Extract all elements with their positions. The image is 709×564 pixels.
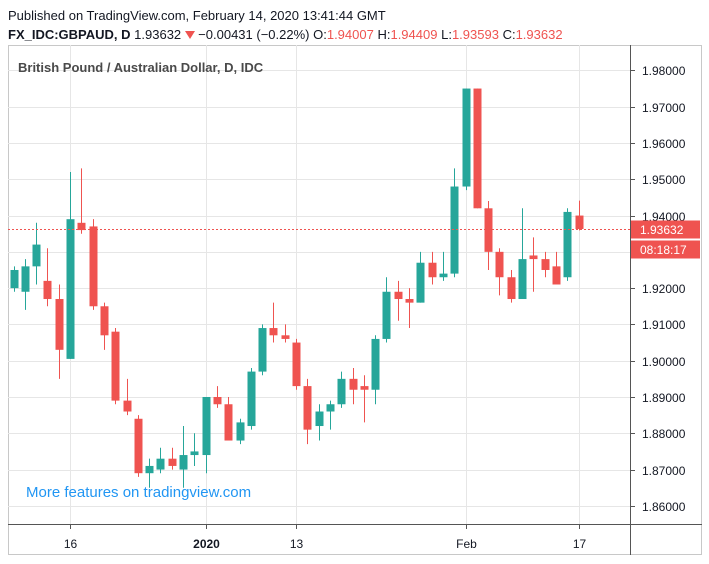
price-change: −0.00431 (−0.22%) (198, 27, 310, 42)
candle-body[interactable] (303, 386, 312, 430)
y-tick-label: 1.90000 (642, 355, 686, 369)
open-label: O: (313, 27, 327, 42)
y-tick-label: 1.98000 (642, 64, 686, 78)
published-line: Published on TradingView.com, February 1… (8, 8, 386, 23)
candle-body[interactable] (541, 259, 550, 270)
symbol-label: FX_IDC:GBPAUD, D (8, 27, 131, 42)
candle-body[interactable] (224, 404, 233, 441)
candle-body[interactable] (190, 451, 199, 456)
y-tick-label: 1.86000 (642, 500, 686, 514)
close-value: 1.93632 (515, 27, 563, 42)
chart-header: Published on TradingView.com, February 1… (8, 6, 563, 44)
candle-body[interactable] (371, 338, 380, 390)
candle-body[interactable] (21, 266, 30, 292)
candle-body[interactable] (450, 186, 459, 274)
candle-body[interactable] (269, 328, 278, 336)
y-tick-label: 1.97000 (642, 101, 686, 115)
y-tick-label: 1.92000 (642, 282, 686, 296)
candle-body[interactable] (416, 262, 425, 303)
chart-frame[interactable]: 1.980001.970001.960001.950001.940001.930… (8, 45, 702, 555)
ohlc-line: FX_IDC:GBPAUD, D 1.93632 −0.00431 (−0.22%… (8, 25, 563, 44)
candle-body[interactable] (145, 465, 154, 474)
low-label: L: (441, 27, 452, 42)
candle-body[interactable] (439, 273, 448, 278)
x-tick-label: 17 (573, 537, 587, 551)
candle-body[interactable] (55, 299, 64, 350)
last-price-label: 1.93632 (640, 223, 684, 237)
candle-body[interactable] (247, 371, 256, 427)
candle-body[interactable] (428, 262, 437, 278)
candle-body[interactable] (563, 211, 572, 278)
candle-body[interactable] (111, 331, 120, 401)
chart-border (8, 45, 702, 555)
candle-body[interactable] (394, 291, 403, 300)
candle-body[interactable] (202, 396, 211, 456)
candle-body[interactable] (495, 251, 504, 278)
high-label: H: (377, 27, 391, 42)
x-tick-label: 2020 (193, 537, 220, 551)
candle-body[interactable] (179, 455, 188, 470)
candle-body[interactable] (123, 400, 132, 412)
candle-body[interactable] (32, 244, 41, 267)
candle-body[interactable] (360, 386, 369, 390)
candle-body[interactable] (134, 418, 143, 474)
candle-body[interactable] (552, 266, 561, 285)
candle-body[interactable] (473, 88, 482, 209)
y-tick-label: 1.91000 (642, 318, 686, 332)
candle-body[interactable] (484, 208, 493, 252)
y-tick-label: 1.87000 (642, 464, 686, 478)
candle-body[interactable] (236, 422, 245, 441)
candle-body[interactable] (281, 335, 290, 339)
candle-body[interactable] (89, 226, 98, 307)
x-tick-label: 16 (64, 537, 78, 551)
candle-body[interactable] (292, 342, 301, 387)
x-tick-label: 13 (290, 537, 304, 551)
watermark-link[interactable]: More features on tradingview.com (26, 484, 251, 501)
candle-body[interactable] (100, 306, 109, 336)
candle-body[interactable] (326, 404, 335, 412)
candle-body[interactable] (507, 277, 516, 300)
last-price: 1.93632 (134, 27, 182, 42)
candle-body[interactable] (168, 458, 177, 466)
chart-title: British Pound / Australian Dollar, D, ID… (18, 60, 264, 75)
candle-body[interactable] (462, 88, 471, 187)
candlestick-chart[interactable]: 1.980001.970001.960001.950001.940001.930… (8, 45, 702, 555)
candle-body[interactable] (156, 458, 165, 470)
y-tick-label: 1.88000 (642, 427, 686, 441)
candle-body[interactable] (66, 219, 75, 359)
y-tick-label: 1.89000 (642, 391, 686, 405)
y-tick-label: 1.95000 (642, 173, 686, 187)
candle-body[interactable] (349, 378, 358, 390)
candle-body[interactable] (43, 280, 52, 300)
close-label: C: (502, 27, 516, 42)
low-value: 1.93593 (451, 27, 499, 42)
y-tick-label: 1.96000 (642, 137, 686, 151)
candle-body[interactable] (518, 259, 527, 300)
candle-body[interactable] (575, 215, 584, 229)
last-price-badge (631, 220, 700, 239)
down-triangle-icon (185, 31, 196, 39)
candle-body[interactable] (77, 222, 86, 231)
candle-body[interactable] (10, 269, 19, 289)
high-value: 1.94409 (390, 27, 438, 42)
candle-body[interactable] (213, 396, 222, 405)
candle-body[interactable] (337, 378, 346, 405)
countdown-badge (631, 240, 700, 259)
candle-body[interactable] (529, 255, 538, 260)
candle-body[interactable] (315, 411, 324, 427)
x-tick-label: Feb (456, 537, 477, 551)
candle-body[interactable] (382, 291, 391, 339)
candle-body[interactable] (405, 299, 414, 303)
candle-body[interactable] (258, 328, 267, 372)
open-value: 1.94007 (326, 27, 374, 42)
countdown-label: 08:18:17 (640, 243, 687, 257)
